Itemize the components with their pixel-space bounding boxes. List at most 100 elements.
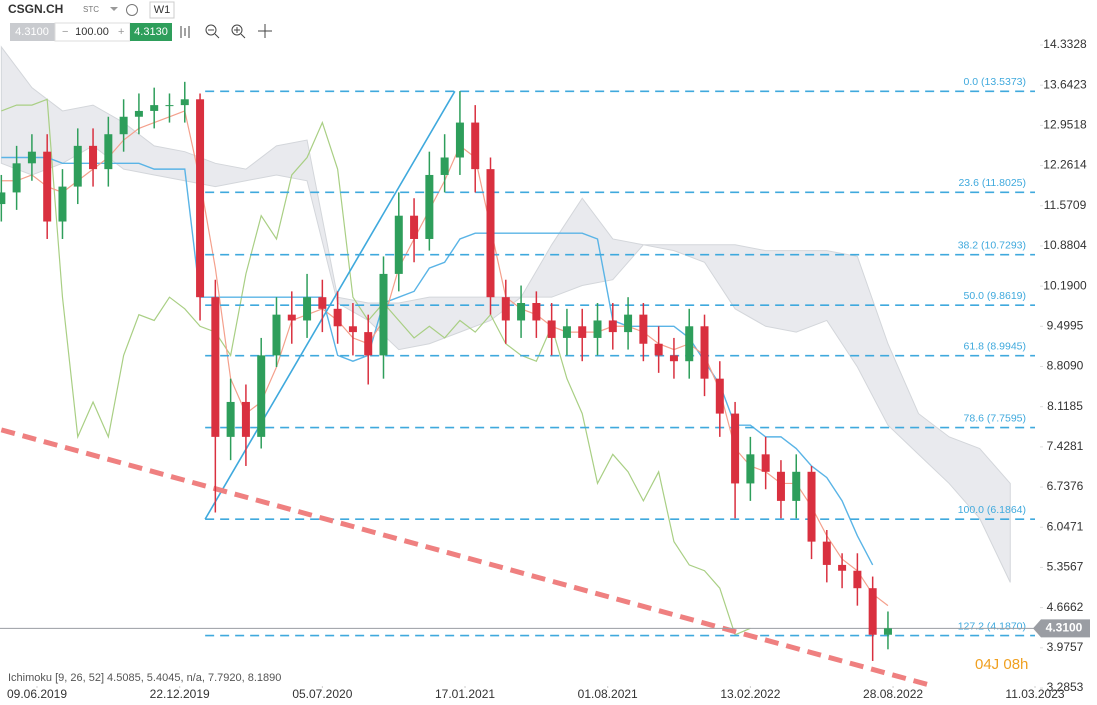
candle-body	[27, 151, 36, 164]
candle-body	[257, 355, 266, 437]
x-tick-label: 22.12.2019	[150, 687, 210, 701]
y-tick-label: 12.2614	[1043, 158, 1087, 172]
candle-body	[776, 471, 785, 501]
x-tick-label: 05.07.2020	[292, 687, 352, 701]
candle-body	[211, 297, 220, 437]
candle-body	[272, 314, 281, 356]
ichimoku-cloud	[0, 45, 1011, 583]
price-tag	[1033, 619, 1090, 638]
tool-icons[interactable]	[180, 24, 272, 39]
candle-body	[410, 215, 419, 239]
timeframe-box[interactable]	[149, 1, 175, 19]
fib-label: 100.0 (6.1864)	[958, 504, 1026, 516]
x-tick-label: 13.02.2022	[720, 687, 780, 701]
candle-body	[578, 326, 587, 338]
candle-body	[241, 401, 250, 437]
candle-body	[287, 314, 296, 321]
candle-body	[180, 99, 189, 106]
dropdown-icon[interactable]	[110, 7, 118, 11]
candle-body	[440, 157, 449, 175]
x-tick-label: 17.01.2021	[435, 687, 495, 701]
candle-body	[838, 564, 847, 571]
candle-body	[364, 332, 373, 356]
y-tick-label: 14.3328	[1043, 37, 1087, 51]
toolbar: CSGN.CH STC W1 4.3100 − 100.00 + 4.3130	[8, 1, 272, 42]
price-tag-label: 4.3100	[1046, 621, 1083, 635]
candle-body	[669, 355, 678, 362]
chikou-line	[1, 98, 751, 636]
candle-body	[715, 378, 724, 414]
candle-body	[853, 570, 862, 589]
info-icon[interactable]	[126, 4, 138, 16]
candle-body	[318, 297, 327, 309]
y-tick-label: 7.4281	[1047, 439, 1084, 453]
trendline	[0, 427, 930, 688]
y-tick-label: 10.8804	[1043, 238, 1087, 252]
fib-label: 0.0 (13.5373)	[964, 76, 1026, 88]
candle-body	[792, 471, 801, 501]
y-tick-label: 9.4995	[1047, 318, 1084, 332]
countdown: 04J 08h	[975, 656, 1028, 673]
candle-body	[593, 320, 602, 338]
y-tick-label: 6.0471	[1047, 519, 1084, 533]
fib-label: 78.6 (7.7595)	[964, 412, 1026, 424]
fib-trend	[204, 90, 456, 520]
candle-body	[883, 628, 892, 635]
candle-body	[165, 105, 174, 107]
quantity[interactable]: 100.00	[75, 26, 109, 38]
candle-body	[822, 541, 831, 565]
candle-body	[73, 145, 82, 187]
candle-body	[547, 320, 556, 338]
candle-body	[455, 122, 464, 158]
candle-body	[501, 297, 510, 321]
candle-body	[700, 326, 709, 379]
candle-body	[471, 122, 480, 170]
y-tick-label: 5.3567	[1047, 560, 1084, 574]
x-tick-label: 09.06.2019	[7, 687, 67, 701]
exchange: STC	[83, 5, 99, 14]
candle-body	[486, 169, 495, 298]
fib-label: 127.2 (4.1870)	[958, 620, 1026, 632]
bid-box[interactable]	[10, 23, 55, 41]
plus[interactable]: +	[118, 26, 124, 38]
candle-body	[624, 314, 633, 333]
y-tick-label: 3.2853	[1047, 680, 1084, 694]
kijun-line	[1, 156, 874, 566]
candle-body	[608, 320, 617, 333]
bid[interactable]: 4.3100	[15, 26, 49, 38]
plot-area: 0.0 (13.5373) 23.6 (11.8025) 38.2 (10.7293…	[0, 45, 1035, 688]
x-tick-label: 01.08.2021	[578, 687, 638, 701]
indicator-label: Ichimoku [9, 26, 52] 4.5085, 5.4045, n/a…	[8, 672, 281, 684]
candle-body	[532, 303, 541, 321]
symbol[interactable]: CSGN.CH	[8, 2, 63, 16]
candle-body	[639, 314, 648, 344]
candle-body	[379, 273, 388, 356]
x-tick-label: 11.03.2023	[1005, 687, 1064, 701]
candle-body	[562, 326, 571, 338]
candle-body	[58, 186, 67, 222]
y-tick-label: 8.1185	[1047, 399, 1083, 413]
candle-body	[226, 401, 235, 437]
y-tick-label: 10.1900	[1043, 278, 1087, 292]
ask-box[interactable]	[130, 23, 172, 41]
fib-label: 23.6 (11.8025)	[958, 177, 1026, 189]
candle-body	[348, 326, 357, 333]
candle-body	[761, 454, 770, 472]
fib-label: 38.2 (10.7293)	[958, 240, 1026, 252]
x-tick-label: 28.08.2022	[863, 687, 923, 701]
candle-body	[685, 326, 694, 362]
candle-body	[425, 174, 434, 239]
candle-body	[43, 151, 52, 222]
y-tick-label: 11.5709	[1044, 198, 1087, 212]
candle-body	[89, 145, 98, 170]
ask[interactable]: 4.3130	[134, 26, 168, 38]
candle-body	[303, 297, 312, 321]
fib-label: 61.8 (8.9945)	[964, 340, 1026, 352]
minus[interactable]: −	[62, 26, 68, 38]
candle-body	[731, 413, 740, 484]
y-tick-label: 12.9518	[1043, 118, 1087, 132]
candle-body	[517, 303, 526, 321]
timeframe[interactable]: W1	[154, 4, 171, 16]
candle-body	[746, 454, 755, 484]
